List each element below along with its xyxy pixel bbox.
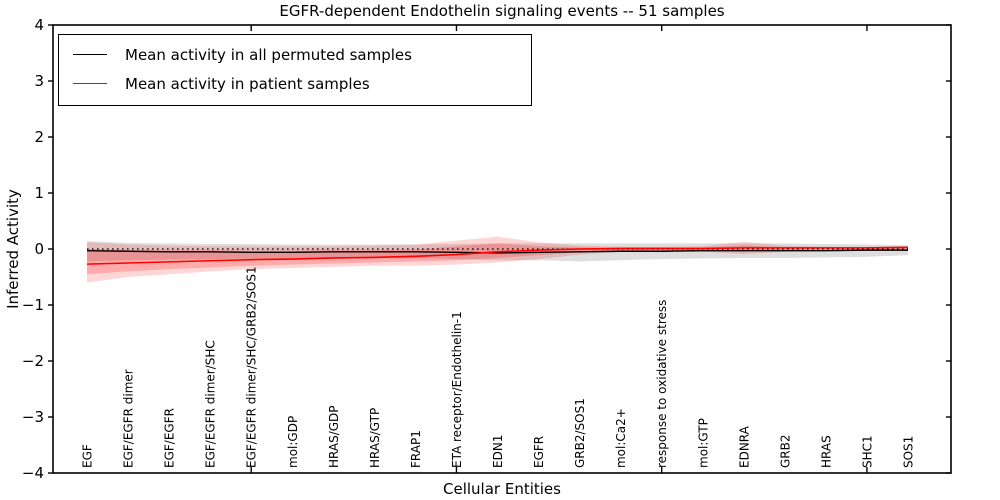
x-category-label: GRB2	[778, 434, 792, 468]
y-tick-label: 0	[34, 240, 44, 258]
band-patient-samples-range-inner	[87, 243, 908, 275]
x-category-label: HRAS	[819, 435, 833, 468]
legend-label: Mean activity in patient samples	[125, 74, 370, 93]
x-axis-label: Cellular Entities	[443, 480, 561, 498]
x-category-label: mol:GTP	[696, 418, 710, 468]
x-category-label: HRAS/GDP	[327, 405, 341, 468]
x-category-label: GRB2/SOS1	[573, 398, 587, 468]
x-category-label: EGF/EGFR dimer	[122, 369, 136, 468]
y-tick-label: 4	[34, 16, 44, 34]
y-tick-label: −4	[22, 464, 44, 482]
y-tick-label: −3	[22, 408, 44, 426]
y-tick-label: 3	[34, 72, 44, 90]
patient-mean-line	[86, 246, 909, 265]
x-category-label: mol:GDP	[286, 416, 300, 468]
x-category-label: SHC1	[860, 435, 874, 468]
x-category-label: EGF	[81, 444, 95, 468]
legend-label: Mean activity in all permuted samples	[125, 45, 412, 64]
y-tick-label: 2	[34, 128, 44, 146]
x-category-label: EGF/EGFR	[163, 408, 177, 468]
x-category-label: EGFR	[532, 436, 546, 468]
x-category-label: SOS1	[902, 436, 916, 468]
legend-item-permuted: Mean activity in all permuted samples	[73, 40, 521, 69]
x-category-label: EGF/EGFR dimer/SHC/GRB2/SOS1	[245, 266, 259, 468]
y-tick-label: −1	[22, 296, 44, 314]
legend-item-patient: Mean activity in patient samples	[73, 69, 521, 98]
legend: Mean activity in all permuted samples Me…	[58, 34, 532, 106]
x-category-label: response to oxidative stress	[655, 300, 669, 468]
y-axis-label: Inferred Activity	[4, 189, 22, 309]
x-category-label: EDN1	[491, 435, 505, 468]
x-category-label: mol:Ca2+	[614, 408, 628, 468]
x-category-label: EGF/EGFR dimer/SHC	[204, 340, 218, 468]
legend-line-swatch-red	[73, 83, 107, 84]
y-tick-label: −2	[22, 352, 44, 370]
chart-title: EGFR-dependent Endothelin signaling even…	[279, 2, 725, 20]
permuted-mean-line	[86, 249, 908, 254]
y-tick-label: 1	[34, 184, 44, 202]
x-category-label: HRAS/GTP	[368, 408, 382, 468]
x-category-label: ETA receptor/Endothelin-1	[450, 311, 464, 468]
legend-line-swatch-black	[73, 54, 107, 55]
x-category-label: FRAP1	[409, 430, 423, 468]
x-category-label: EDNRA	[737, 425, 751, 468]
